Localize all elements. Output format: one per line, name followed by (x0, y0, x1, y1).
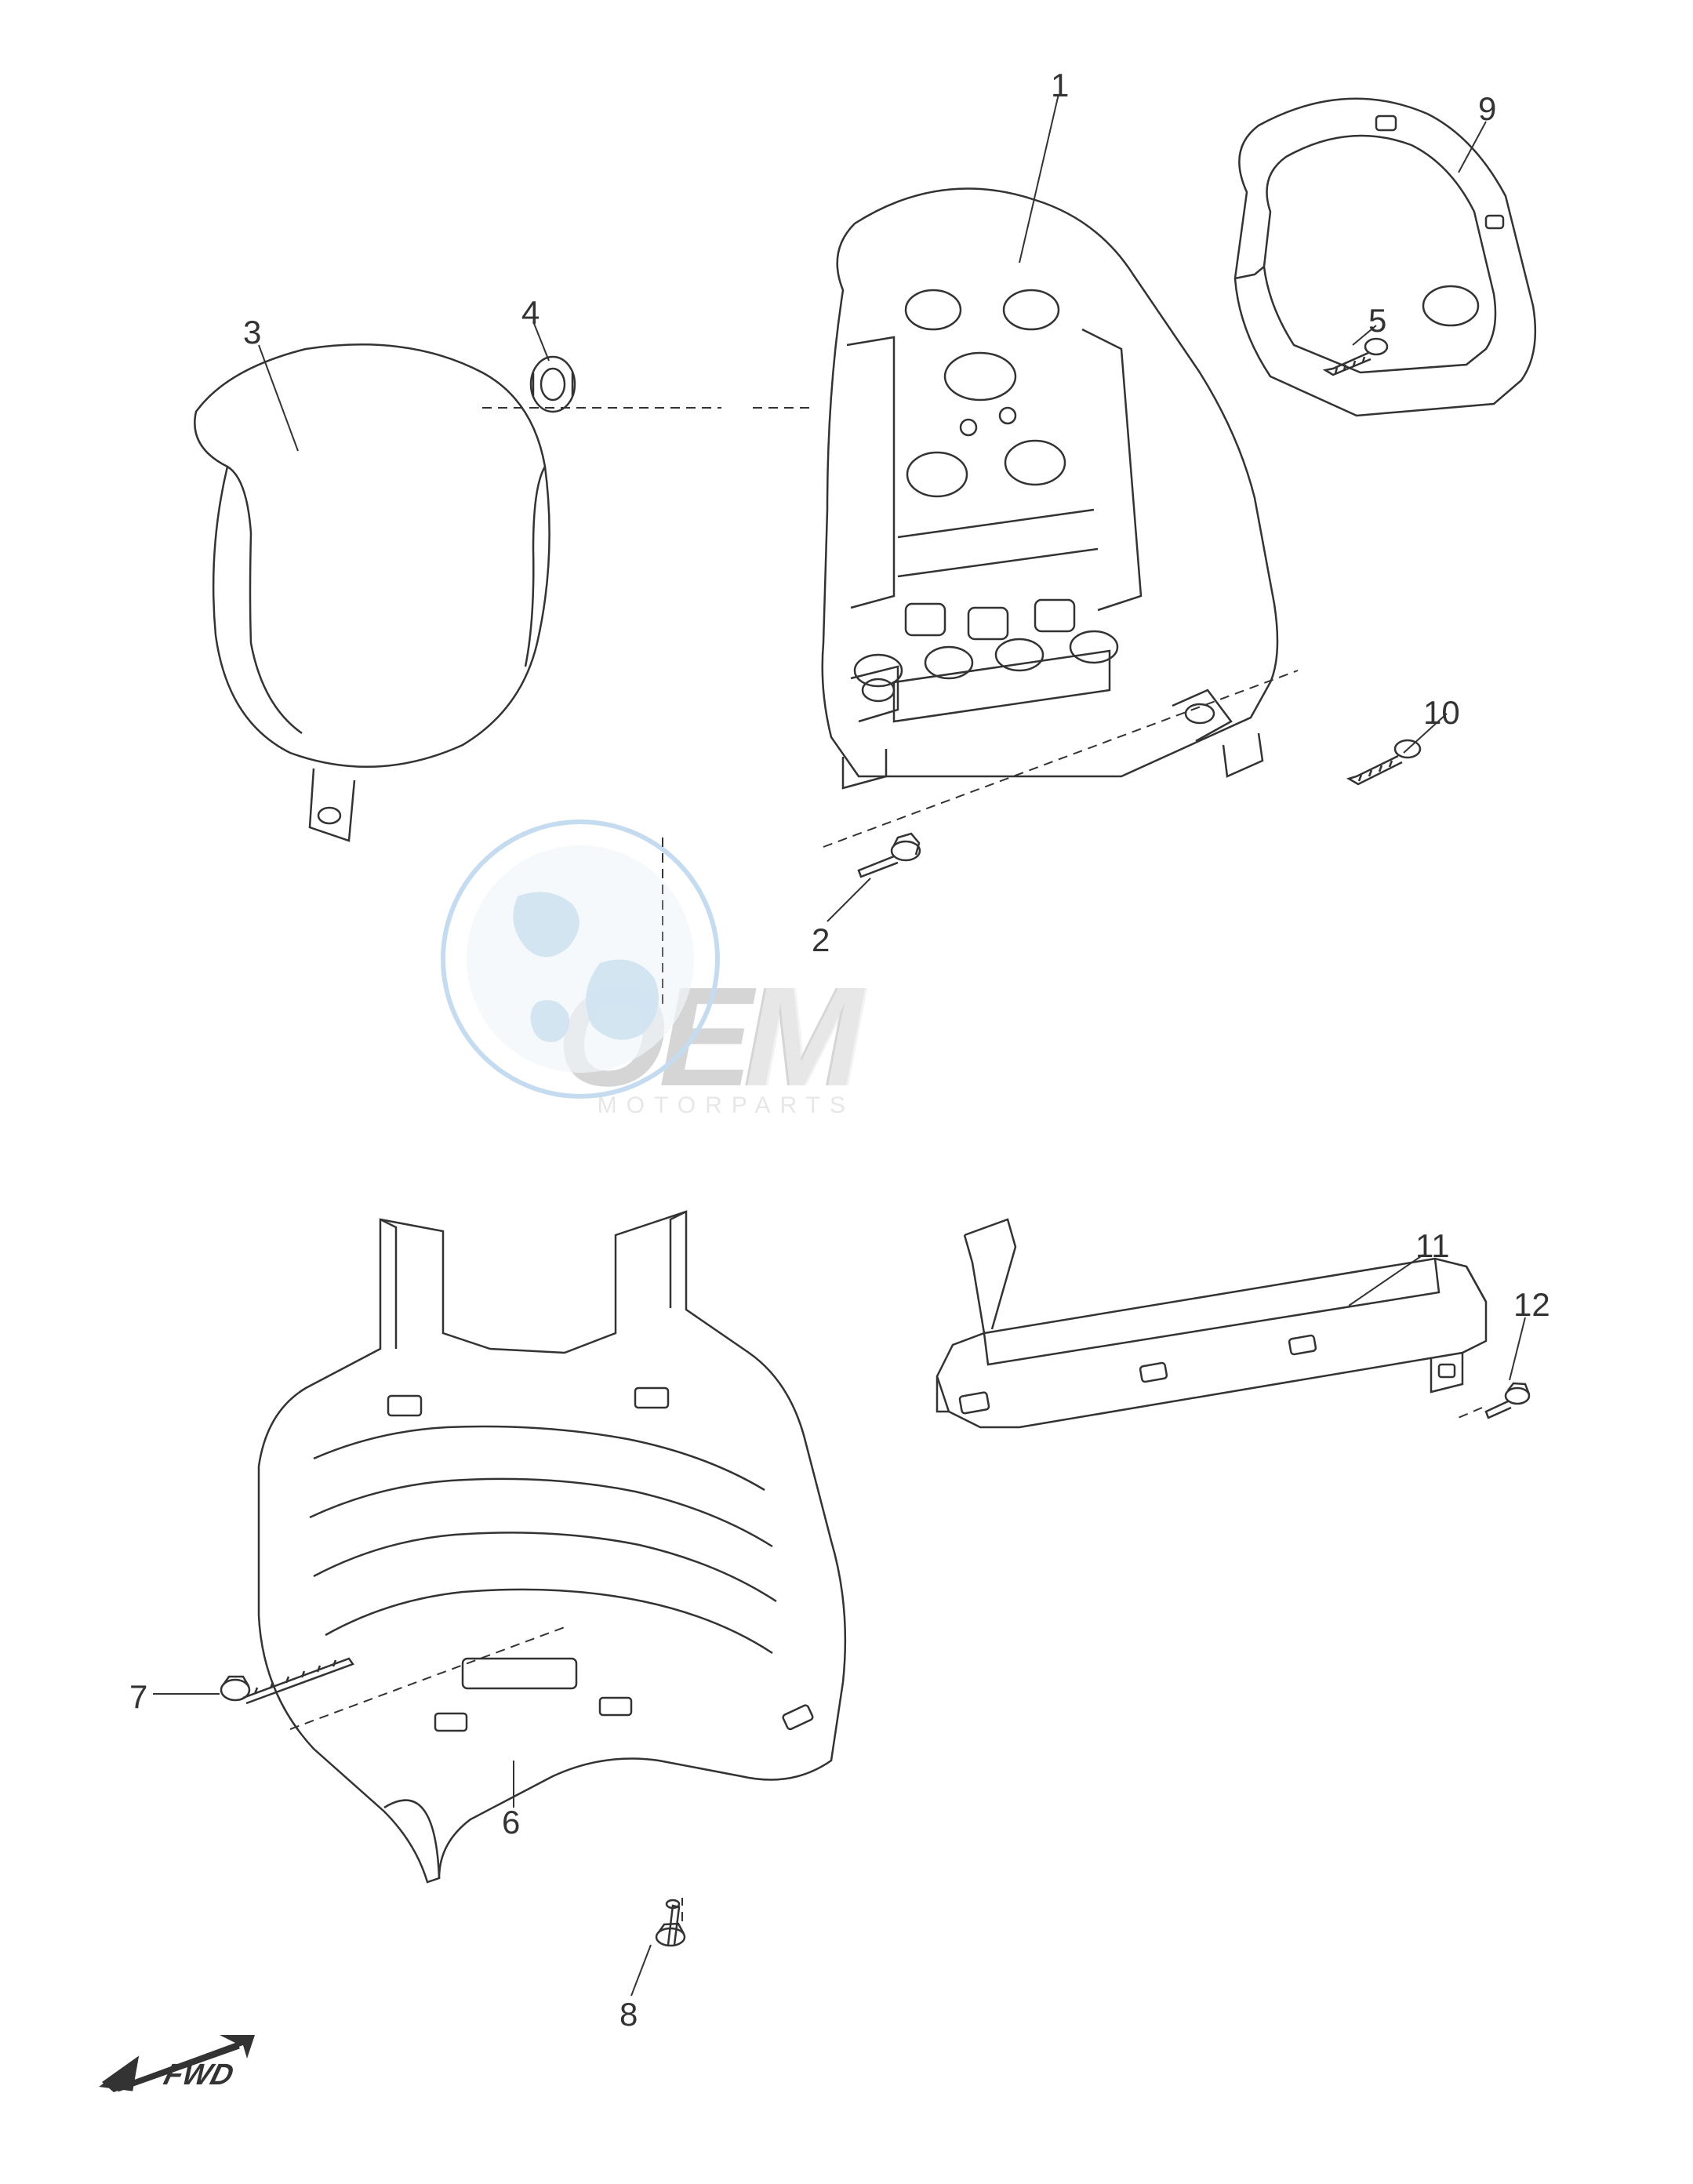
callout-7: 7 (129, 1678, 147, 1716)
callout-5: 5 (1368, 302, 1386, 340)
callout-12: 12 (1513, 1286, 1550, 1324)
part-trim-frame (1235, 99, 1535, 416)
callout-6: 6 (502, 1804, 520, 1841)
callout-9: 9 (1478, 90, 1496, 128)
part-bolt-12 (1486, 1383, 1529, 1418)
part-mounting-bar (937, 1219, 1486, 1427)
part-lower-cover (259, 1212, 845, 1882)
exploded-diagram-container: O E M MOTORPARTS 1 2 3 4 5 6 7 8 9 10 11… (0, 0, 1693, 2184)
part-backrest-pad (194, 344, 549, 841)
callout-4: 4 (521, 294, 540, 332)
callout-2: 2 (812, 921, 830, 959)
callout-1: 1 (1051, 67, 1069, 104)
part-screw-8 (656, 1900, 685, 1946)
part-screw-7 (221, 1659, 353, 1703)
part-flange-bolt (859, 834, 920, 877)
fwd-direction-label: FWD (160, 2059, 237, 2092)
callout-11: 11 (1415, 1227, 1450, 1265)
callout-10: 10 (1423, 694, 1460, 732)
part-screw-5 (1325, 339, 1387, 375)
assembly-center-lines (290, 408, 1482, 1921)
part-grommet (531, 357, 575, 412)
callout-8: 8 (619, 1996, 638, 2033)
callout-3: 3 (243, 314, 261, 351)
part-backrest-bracket (823, 188, 1277, 788)
